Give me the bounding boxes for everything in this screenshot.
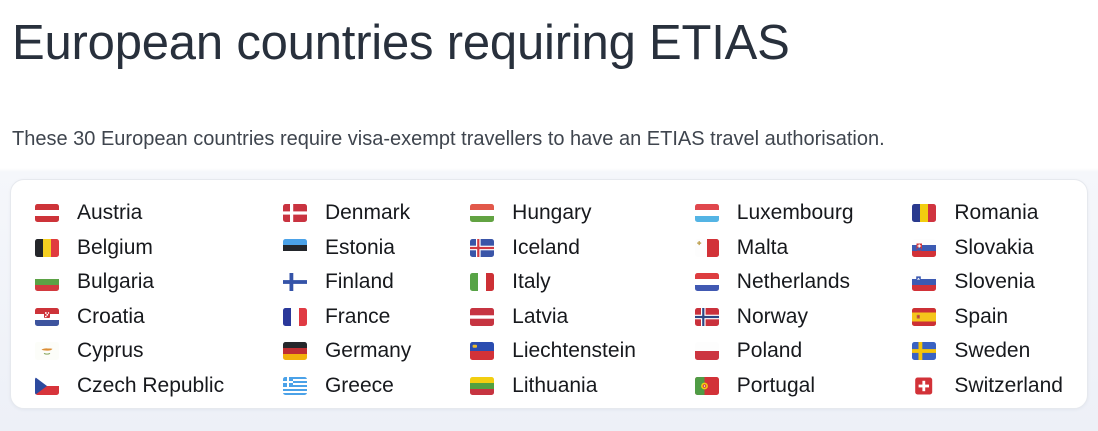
country-name: Liechtenstein xyxy=(512,339,636,362)
country-column: Hungary Iceland Italy Latvia Liechtenstein Li… xyxy=(470,201,636,397)
countries-card: Austria Belgium Bulgaria Croatia Cyprus Czech… xyxy=(10,179,1088,409)
country-name: Bulgaria xyxy=(77,270,155,293)
country-name: Hungary xyxy=(512,201,592,224)
country-name: Italy xyxy=(512,270,551,293)
country-name: Slovakia xyxy=(954,235,1034,259)
country-item: Portugal xyxy=(694,373,854,397)
country-name: Latvia xyxy=(512,304,569,328)
country-item: Malta xyxy=(694,235,854,259)
flag-hungary-icon xyxy=(470,204,495,222)
page-title: European countries requiring ETIAS xyxy=(12,16,790,70)
flag-latvia-icon xyxy=(470,307,495,326)
country-name: Denmark xyxy=(324,201,411,224)
country-name: Spain xyxy=(954,304,1009,328)
country-item: Netherlands xyxy=(694,270,854,293)
country-item: Sweden xyxy=(912,339,1063,362)
country-name: Luxembourg xyxy=(736,201,854,224)
country-item: Bulgaria xyxy=(35,270,224,293)
country-item: Austria xyxy=(35,201,224,224)
flag-switzerland-icon xyxy=(912,377,936,395)
flag-greece-icon xyxy=(282,376,307,395)
country-name: Portugal xyxy=(736,373,815,397)
countries-grid: Austria Belgium Bulgaria Croatia Cyprus Czech… xyxy=(35,201,1063,397)
country-name: Austria xyxy=(77,201,143,224)
country-name: Croatia xyxy=(77,304,145,328)
flag-bulgaria-icon xyxy=(35,273,59,291)
flag-norway-icon xyxy=(694,307,719,326)
country-name: Switzerland xyxy=(954,373,1063,397)
flag-denmark-icon xyxy=(282,204,307,222)
page-subtitle: These 30 European countries require visa… xyxy=(12,128,885,150)
flag-lithuania-icon xyxy=(470,376,495,395)
country-item: Italy xyxy=(470,270,636,293)
country-name: Norway xyxy=(736,304,808,328)
country-item: Croatia xyxy=(35,304,224,328)
flag-netherlands-icon xyxy=(694,273,719,291)
flag-iceland-icon xyxy=(470,238,495,257)
country-item: Spain xyxy=(912,304,1063,328)
flag-belgium-icon xyxy=(35,238,59,257)
country-name: Netherlands xyxy=(736,270,851,293)
country-name: Lithuania xyxy=(512,373,598,397)
country-name: Romania xyxy=(954,201,1039,224)
country-name: Cyprus xyxy=(77,339,144,362)
country-item: Estonia xyxy=(282,235,411,259)
flag-finland-icon xyxy=(282,273,307,291)
flag-estonia-icon xyxy=(282,238,307,257)
country-name: Greece xyxy=(324,373,394,397)
country-item: Cyprus xyxy=(35,339,224,362)
flag-romania-icon xyxy=(912,204,937,222)
country-item: Finland xyxy=(282,270,411,293)
country-name: Belgium xyxy=(77,235,153,259)
country-name: Estonia xyxy=(324,235,395,259)
country-name: Sweden xyxy=(954,339,1031,362)
country-item: Poland xyxy=(694,339,854,362)
flag-spain-icon xyxy=(912,307,937,326)
country-name: Slovenia xyxy=(954,270,1035,293)
country-column: Austria Belgium Bulgaria Croatia Cyprus Czech… xyxy=(35,201,225,397)
country-item: Romania xyxy=(912,201,1063,224)
flag-czech-republic-icon xyxy=(35,376,59,395)
country-item: Latvia xyxy=(470,304,636,328)
country-item: Liechtenstein xyxy=(470,339,636,362)
country-item: France xyxy=(282,304,411,328)
country-name: Finland xyxy=(324,270,394,293)
flag-slovenia-icon xyxy=(912,273,937,291)
country-name: Poland xyxy=(736,339,803,362)
flag-slovakia-icon xyxy=(912,238,937,257)
country-item: Luxembourg xyxy=(694,201,854,224)
flag-poland-icon xyxy=(694,342,719,360)
country-name: Iceland xyxy=(512,235,580,259)
country-item: Denmark xyxy=(282,201,411,224)
country-column: Luxembourg Malta Netherlands Norway Poland Po… xyxy=(694,201,854,397)
country-item: Slovenia xyxy=(912,270,1063,293)
country-item: Norway xyxy=(694,304,854,328)
country-name: Malta xyxy=(736,235,789,259)
country-item: Belgium xyxy=(35,235,224,259)
country-name: Germany xyxy=(324,339,412,362)
country-column: Denmark Estonia Finland France Germany Greece xyxy=(282,201,412,397)
country-item: Slovakia xyxy=(912,235,1063,259)
flag-cyprus-icon xyxy=(35,342,59,360)
flag-malta-icon xyxy=(694,238,719,257)
flag-italy-icon xyxy=(470,273,495,291)
flag-austria-icon xyxy=(35,204,59,222)
country-item: Czech Republic xyxy=(35,373,225,397)
flag-luxembourg-icon xyxy=(694,204,719,222)
country-item: Germany xyxy=(282,339,412,362)
flag-germany-icon xyxy=(282,342,307,360)
country-item: Greece xyxy=(282,373,411,397)
country-name: Czech Republic xyxy=(77,373,225,397)
country-column: Romania Slovakia Slovenia Spain Sweden Switze… xyxy=(912,201,1063,397)
country-item: Hungary xyxy=(470,201,636,224)
flag-liechtenstein-icon xyxy=(470,342,495,360)
country-item: Switzerland xyxy=(912,373,1063,397)
flag-portugal-icon xyxy=(694,376,719,395)
country-item: Iceland xyxy=(470,235,636,259)
country-name: France xyxy=(324,304,391,328)
flag-croatia-icon xyxy=(35,307,59,326)
country-item: Lithuania xyxy=(470,373,636,397)
flag-sweden-icon xyxy=(912,342,937,360)
flag-france-icon xyxy=(282,307,307,326)
